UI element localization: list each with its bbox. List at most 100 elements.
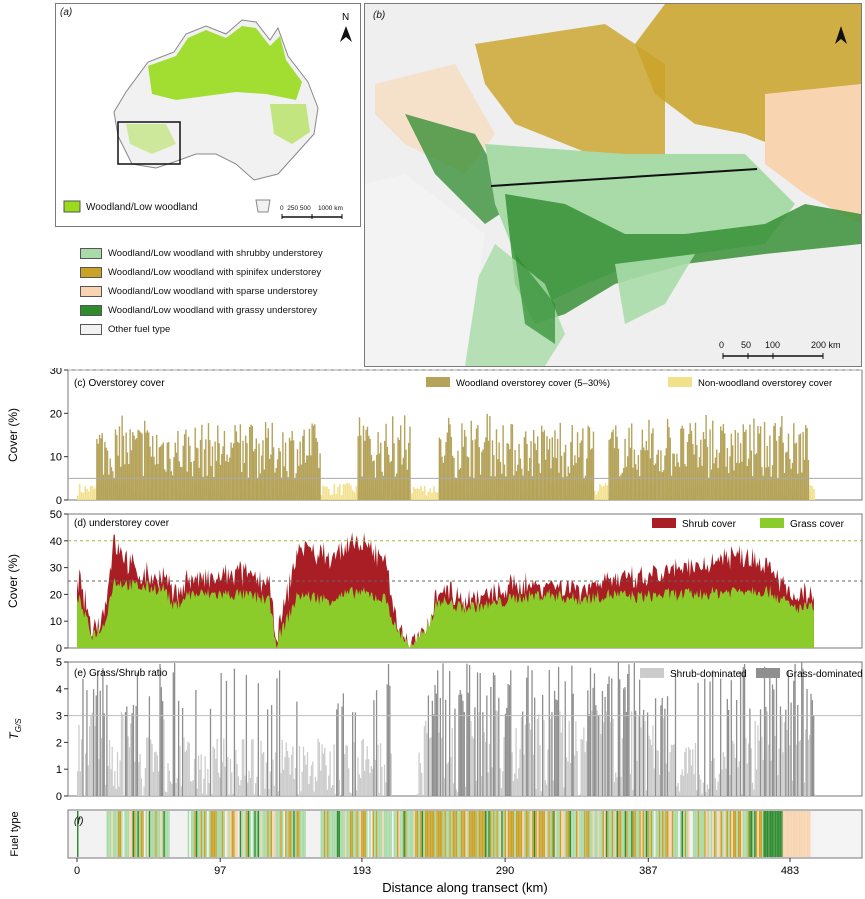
fuel-type-cell — [729, 811, 732, 857]
bar-woodland — [202, 476, 204, 500]
bar-grass-dominated — [617, 662, 620, 796]
bar-shrub-dominated — [326, 789, 329, 796]
bar-shrub-dominated — [446, 764, 448, 796]
fuel-type-cell — [527, 811, 529, 857]
bar-grass-dominated — [604, 696, 606, 796]
fuel-type-cell — [806, 811, 809, 857]
bar-shrub-dominated — [478, 712, 480, 796]
bar-woodland — [304, 462, 307, 500]
bar-grass-dominated — [548, 670, 550, 796]
fuel-type-cell — [569, 811, 571, 857]
fuel-type-cell — [509, 811, 511, 857]
bar-woodland — [770, 476, 772, 500]
bar-shrub-dominated — [596, 710, 598, 796]
fuel-type-cell — [317, 811, 319, 857]
bar-shrub-dominated — [274, 752, 277, 796]
bar-shrub-dominated — [418, 752, 420, 796]
bar-shrub-dominated — [179, 746, 181, 796]
fuel-type-cell — [787, 811, 789, 857]
bar-shrub-dominated — [515, 727, 517, 796]
fuel-type-cell — [147, 811, 149, 857]
fuel-type-cell — [475, 811, 477, 857]
fuel-type-cell — [444, 811, 446, 857]
bar-non-woodland — [606, 485, 609, 500]
fuel-type-cell — [153, 811, 156, 857]
x-tick-label: 483 — [781, 865, 799, 877]
bar-shrub-dominated — [807, 739, 810, 796]
bar-woodland — [523, 437, 526, 500]
fuel-type-cell — [602, 811, 605, 857]
y-tick-label: 50 — [50, 509, 62, 521]
fuel-type-cell — [494, 811, 497, 857]
bar-woodland — [588, 427, 591, 500]
bar-shrub-dominated — [718, 773, 720, 796]
bar-woodland — [447, 417, 450, 500]
bar-shrub-dominated — [483, 732, 485, 796]
bar-non-woodland — [809, 485, 812, 500]
fuel-type-cell — [528, 811, 531, 857]
bar-shrub-dominated — [224, 766, 226, 796]
fuel-type-cell — [129, 811, 131, 857]
y-tick-label: 10 — [50, 452, 62, 464]
area-grass-cover — [77, 577, 814, 648]
bar-woodland — [673, 453, 675, 500]
bar-shrub-dominated — [123, 795, 125, 796]
bar-shrub-dominated — [640, 727, 642, 796]
bar-shrub-dominated — [200, 754, 202, 796]
bar-woodland — [530, 441, 532, 500]
fuel-type-cell — [684, 811, 687, 857]
fuel-type-cell — [671, 811, 674, 857]
ratio-bars — [77, 662, 816, 796]
fuel-type-cell — [194, 811, 196, 857]
fuel-type-cell — [707, 811, 709, 857]
fuel-type-cell — [736, 811, 738, 857]
bar-woodland — [781, 416, 783, 500]
bar-shrub-dominated — [530, 729, 532, 796]
bar-woodland — [300, 464, 303, 500]
fuel-type-cell — [338, 811, 340, 857]
bar-shrub-dominated — [350, 793, 352, 796]
bar-grass-dominated — [427, 695, 430, 796]
fuel-type-cell — [216, 811, 219, 857]
map-b-scale-tick: 50 — [741, 340, 752, 350]
fuel-type-cell — [171, 811, 174, 857]
bar-shrub-dominated — [576, 750, 578, 796]
fuel-type-cell — [795, 811, 798, 857]
bar-shrub-dominated — [208, 783, 210, 796]
bar-shrub-dominated — [359, 778, 362, 796]
bar-woodland — [407, 442, 410, 500]
fuel-type-cell — [446, 811, 448, 857]
bar-shrub-dominated — [293, 778, 295, 796]
bar-shrub-dominated — [249, 778, 252, 796]
bar-grass-dominated — [220, 673, 222, 796]
panel-e-title: (e) Grass/Shrub ratio — [74, 668, 168, 679]
fuel-type-cell — [132, 811, 135, 857]
bar-shrub-dominated — [577, 795, 580, 796]
bar-shrub-dominated — [228, 794, 230, 796]
bar-woodland — [201, 424, 203, 500]
bar-woodland — [631, 423, 633, 500]
fuel-type-cell — [305, 811, 308, 857]
bar-woodland — [724, 433, 726, 500]
fuel-type-cell — [541, 811, 544, 857]
bar-woodland — [534, 443, 536, 500]
fuel-type-cell — [272, 811, 274, 857]
fuel-type-cell — [238, 811, 240, 857]
fuel-type-cell — [483, 811, 485, 857]
bar-grass-dominated — [595, 705, 597, 796]
bar-shrub-dominated — [694, 742, 697, 796]
bar-shrub-dominated — [204, 756, 206, 796]
bar-woodland — [154, 464, 157, 500]
bar-grass-dominated — [159, 663, 161, 796]
fuel-type-cell — [97, 811, 100, 857]
bar-shrub-dominated — [91, 712, 93, 796]
bar-shrub-dominated — [211, 794, 213, 796]
bar-grass-dominated — [531, 670, 533, 796]
fuel-type-cell — [81, 811, 84, 857]
bar-woodland — [592, 431, 595, 500]
bar-woodland — [409, 426, 411, 500]
bar-grass-dominated — [779, 706, 782, 796]
fuel-type-cell — [639, 811, 641, 857]
fuel-type-cell — [631, 811, 633, 857]
bar-woodland — [399, 425, 402, 500]
